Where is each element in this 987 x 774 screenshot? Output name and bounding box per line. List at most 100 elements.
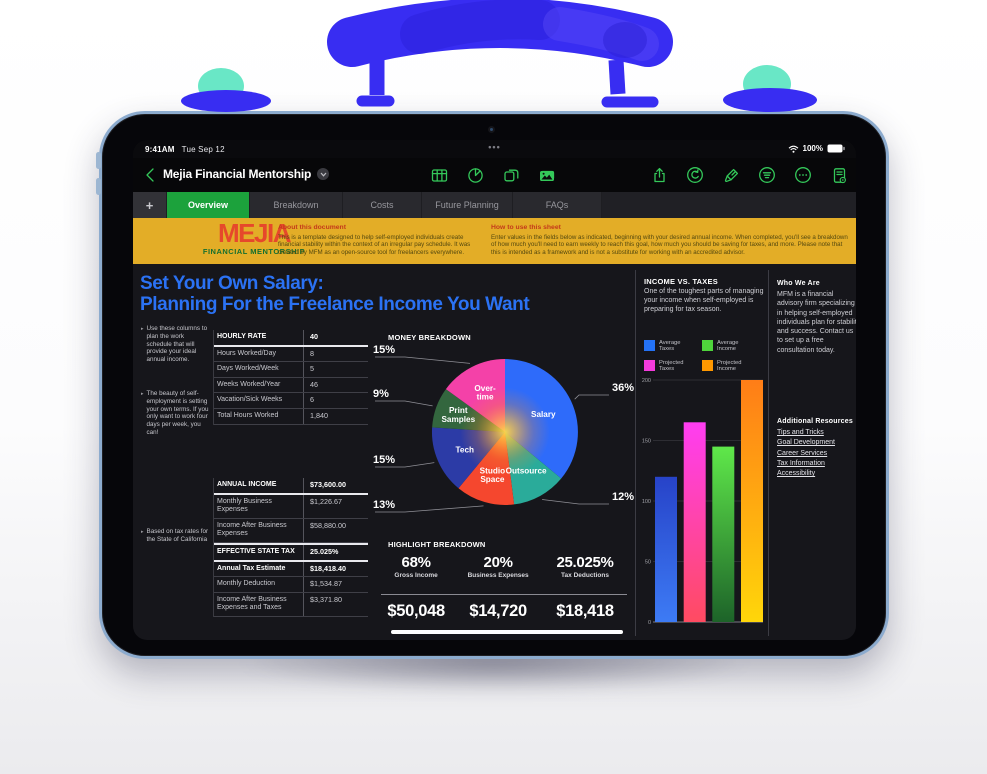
who-we-are-body: MFM is a financial advisory firm special… bbox=[777, 291, 856, 354]
legend-item: Average Income bbox=[702, 340, 760, 353]
insert-shape-button[interactable] bbox=[498, 162, 524, 188]
legend-item: Projected Income bbox=[702, 359, 760, 373]
table-row[interactable]: Monthly Business Expenses $1,226.67 bbox=[214, 494, 368, 519]
table-row[interactable]: EFFECTIVE STATE TAX 25.025% bbox=[214, 542, 368, 562]
about-column: About this document This is a template d… bbox=[278, 224, 480, 257]
link-tips-and-tricks[interactable]: Tips and Tricks bbox=[777, 429, 824, 436]
volume-down-button[interactable] bbox=[96, 178, 101, 195]
y-tick-label: 100 bbox=[642, 499, 651, 505]
pie-slice-label: Salary bbox=[531, 410, 556, 419]
y-tick-label: 50 bbox=[645, 560, 651, 566]
link-goal-development[interactable]: Goal Development bbox=[777, 439, 835, 447]
link-tax-information[interactable]: Tax Information bbox=[777, 459, 825, 467]
document-options-icon bbox=[833, 167, 846, 183]
column-divider bbox=[635, 270, 636, 636]
table-row[interactable]: ANNUAL INCOME $73,600.00 bbox=[214, 478, 368, 495]
media-icon bbox=[540, 170, 555, 181]
sheet-canvas[interactable]: Set Your Own Salary: Planning For the Fr… bbox=[133, 264, 856, 640]
hourly-rate-table[interactable]: HOURLY RATE 40 Hours Worked/Day 8 Days Wor… bbox=[213, 330, 368, 425]
format-brush-button[interactable] bbox=[718, 162, 744, 188]
money-breakdown-heading: MONEY BREAKDOWN bbox=[388, 333, 471, 342]
status-time: 9:41AM bbox=[145, 145, 175, 154]
table-row[interactable]: Monthly Deduction $1,534.87 bbox=[214, 577, 368, 593]
legend-item: Average Taxes bbox=[644, 340, 702, 353]
undo-icon bbox=[687, 167, 703, 183]
bar-average-taxes[interactable] bbox=[655, 476, 677, 622]
legend-item: Projected Taxes bbox=[644, 359, 702, 373]
income-vs-taxes-heading: INCOME VS. TAXES bbox=[644, 277, 718, 286]
income-vs-taxes-body: One of the toughest parts of managing yo… bbox=[644, 288, 764, 313]
volume-up-button[interactable] bbox=[96, 152, 101, 169]
pie-slice-label: Print Samples bbox=[441, 406, 475, 424]
about-body: This is a template designed to help self… bbox=[278, 233, 471, 256]
share-icon bbox=[653, 167, 665, 182]
stat-label: Business Expenses bbox=[467, 572, 529, 579]
back-button[interactable] bbox=[141, 166, 159, 184]
table-row[interactable]: Days Worked/Week 5 bbox=[214, 362, 368, 378]
money-breakdown-pie-chart[interactable]: 36% Salary 12% Outsource 13% Studio Space 15% Te… bbox=[371, 324, 641, 542]
share-button[interactable] bbox=[646, 162, 672, 188]
bar-chart-bars bbox=[655, 380, 763, 622]
stat-label: Gross Income bbox=[394, 572, 438, 579]
bar-projected-income[interactable] bbox=[741, 380, 763, 622]
tab-faqs[interactable]: FAQs bbox=[513, 192, 601, 218]
income-vs-taxes-bar-chart[interactable]: 0 50 100 150 200 bbox=[639, 372, 767, 634]
link-career-services[interactable]: Career Services bbox=[777, 449, 828, 457]
table-row[interactable]: Vacation/Sick Weeks 6 bbox=[214, 393, 368, 409]
table-row[interactable]: Income After Business Expenses $58,880.00 bbox=[214, 518, 368, 543]
legend-swatch bbox=[702, 340, 713, 351]
who-we-are-heading: Who We Are bbox=[777, 280, 820, 287]
pie-percent-label: 36% bbox=[612, 382, 634, 394]
document-title-text: Mejia Financial Mentorship bbox=[163, 167, 312, 181]
stat-label: Tax Deductions bbox=[561, 572, 609, 579]
insert-table-button[interactable] bbox=[426, 162, 452, 188]
bar-average-income[interactable] bbox=[712, 446, 735, 622]
bar-projected-taxes[interactable] bbox=[683, 422, 706, 622]
more-button[interactable] bbox=[790, 162, 816, 188]
document-options-button[interactable] bbox=[826, 162, 852, 188]
sheet-title: Set Your Own Salary: Planning For the Fr… bbox=[140, 273, 530, 315]
paint-blob-left bbox=[181, 68, 271, 112]
highlight-amounts: $50,048 $14,720 $18,418 bbox=[379, 602, 627, 621]
filter-button[interactable] bbox=[754, 162, 780, 188]
y-tick-label: 0 bbox=[648, 620, 651, 626]
table-row[interactable]: Annual Tax Estimate $18,418.40 bbox=[214, 561, 368, 578]
legend-swatch bbox=[644, 359, 655, 371]
pie-leader-line bbox=[375, 462, 435, 468]
tab-costs[interactable]: Costs bbox=[343, 192, 421, 218]
insert-chart-button[interactable] bbox=[462, 162, 488, 188]
insert-media-button[interactable] bbox=[534, 162, 560, 188]
link-accessibility[interactable]: Accessibility bbox=[777, 470, 816, 478]
pie-leader-line bbox=[542, 499, 609, 505]
mejia-logo: MEJIA FINANCIAL MENTORSHIP bbox=[149, 220, 359, 257]
sheet-tab-bar: + Overview Breakdown Costs Future Planni… bbox=[133, 192, 856, 218]
table-row[interactable]: Weeks Worked/Year 46 bbox=[214, 377, 368, 394]
tab-future-planning[interactable]: Future Planning bbox=[422, 192, 512, 218]
chart-icon bbox=[467, 167, 483, 183]
pie-labels: 36% Salary 12% Outsource 13% Studio Space 15% Te… bbox=[373, 344, 634, 513]
status-bar: 9:41AM Tue Sep 12 ••• 100% bbox=[133, 140, 856, 158]
tab-breakdown[interactable]: Breakdown bbox=[250, 192, 342, 218]
about-heading: About this document bbox=[278, 224, 346, 231]
table-row[interactable]: Hours Worked/Day 8 bbox=[214, 346, 368, 363]
pie-slice-label: Studio Space bbox=[480, 467, 505, 485]
highlight-underline bbox=[391, 630, 623, 634]
document-title[interactable]: Mejia Financial Mentorship bbox=[163, 167, 330, 181]
pie-leader-line bbox=[375, 356, 471, 364]
add-sheet-button[interactable]: + bbox=[133, 192, 166, 218]
pie-leader-line bbox=[375, 400, 433, 407]
table-row[interactable]: Total Hours Worked 1,840 bbox=[214, 408, 368, 425]
pie-percent-label: 15% bbox=[373, 344, 395, 356]
highlight-breakdown-heading: HIGHLIGHT BREAKDOWN bbox=[388, 540, 486, 549]
table-row[interactable]: HOURLY RATE 40 bbox=[214, 330, 368, 347]
y-tick-label: 200 bbox=[642, 378, 651, 384]
stat-amount: $18,418 bbox=[556, 602, 614, 620]
table-row[interactable]: Income After Business Expenses and Taxes… bbox=[214, 592, 368, 617]
stat-amount: $14,720 bbox=[469, 602, 527, 620]
undo-button[interactable] bbox=[682, 162, 708, 188]
screen: 9:41AM Tue Sep 12 ••• 100% bbox=[133, 140, 856, 640]
multitasking-indicator[interactable]: ••• bbox=[488, 142, 501, 152]
annual-income-table[interactable]: ANNUAL INCOME $73,600.00 Monthly Business… bbox=[213, 478, 368, 617]
howto-body: Enter values in the fields below as indi… bbox=[491, 233, 848, 256]
tab-overview[interactable]: Overview bbox=[167, 192, 249, 218]
